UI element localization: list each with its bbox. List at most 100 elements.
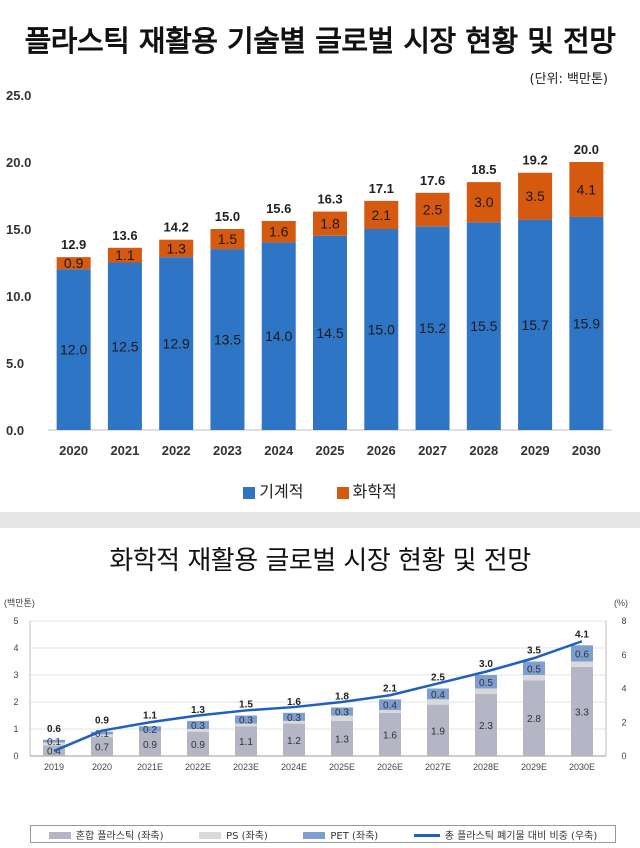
data-label-chemical: 2.5 — [423, 202, 443, 218]
data-label-mechanical: 13.5 — [214, 332, 241, 348]
bar-mixed-plastic — [571, 666, 593, 756]
total-label: 4.1 — [575, 629, 589, 640]
bar-chemical — [466, 182, 501, 223]
legend-item-mixed: 혼합 플라스틱 (좌축) — [48, 827, 164, 842]
bar-mechanical — [466, 222, 501, 430]
bar-mechanical — [415, 226, 450, 430]
total-label: 0.6 — [47, 724, 61, 735]
data-label-chemical: 2.1 — [372, 207, 392, 223]
x-tick-label: 2023E — [233, 762, 259, 772]
data-label-pet: 0.3 — [335, 707, 349, 718]
bar-mixed-plastic — [523, 680, 545, 756]
data-label-mixed: 0.4 — [47, 747, 61, 758]
data-label-mechanical: 15.5 — [470, 318, 497, 334]
y-tick-label: 25.0 — [6, 88, 31, 103]
bar-mixed-plastic — [187, 731, 209, 756]
bar-pet — [91, 731, 113, 735]
total-label: 2.5 — [431, 673, 445, 684]
chart-panel-mechanical-chemical: 플라스틱 재활용 기술별 글로벌 시장 현황 및 전망 (단위: 백만톤) 0.… — [6, 24, 616, 502]
data-label-pet: 0.2 — [143, 725, 157, 736]
panel-separator — [0, 512, 640, 528]
total-label: 20.0 — [574, 142, 599, 157]
chart-unit: (단위: 백만톤) — [529, 72, 608, 87]
data-label-pet: 0.3 — [191, 721, 205, 732]
bar-ps — [43, 742, 65, 746]
bar-mixed-plastic — [475, 693, 497, 756]
data-label-pet: 0.1 — [47, 737, 61, 748]
chart-title: 플라스틱 재활용 기술별 글로벌 시장 현황 및 전망 — [24, 24, 616, 58]
data-label-mechanical: 12.0 — [60, 342, 87, 358]
legend-swatch-mechanical — [243, 486, 256, 499]
total-label: 1.3 — [191, 705, 205, 716]
data-label-mixed: 2.3 — [479, 721, 493, 732]
data-label-chemical: 1.3 — [166, 240, 186, 256]
bar-mechanical — [261, 242, 296, 430]
bar-mechanical — [56, 269, 91, 430]
x-tick-label: 2028E — [473, 762, 499, 772]
data-label-mechanical: 15.9 — [573, 315, 600, 331]
bar-ps — [283, 720, 305, 724]
legend-swatch-ps — [199, 832, 222, 839]
x-tick-label: 2019 — [44, 762, 64, 772]
bar-chemical — [210, 229, 245, 250]
y-tick-label-left: 0 — [13, 751, 18, 761]
x-tick-label: 2024 — [264, 443, 294, 458]
data-label-mixed: 1.9 — [431, 726, 445, 737]
bar-mechanical — [107, 262, 142, 430]
legend-item-mechanical: 기계적 — [243, 478, 303, 502]
x-tick-label: 2020 — [92, 762, 112, 772]
x-tick-label: 2021 — [110, 443, 139, 458]
legend-swatch-chemical — [336, 486, 349, 499]
total-label: 1.8 — [335, 691, 349, 702]
x-tick-label: 2027E — [425, 762, 451, 772]
total-label: 15.6 — [266, 201, 291, 216]
bar-mixed-plastic — [331, 720, 353, 756]
legend-label-share: 총 플라스틱 폐기물 대비 비중 (우축) — [444, 830, 598, 842]
bar-ps — [571, 661, 593, 667]
bar-chemical — [159, 239, 194, 258]
bar-chemical — [56, 257, 91, 270]
x-tick-label: 2029 — [521, 443, 550, 458]
bar-chemical — [107, 247, 142, 263]
data-label-mixed: 2.8 — [527, 714, 541, 725]
total-label: 17.1 — [369, 181, 394, 196]
data-label-pet: 0.4 — [383, 701, 397, 712]
bar-ps — [379, 710, 401, 713]
total-label: 17.6 — [420, 173, 445, 188]
x-tick-label: 2024E — [281, 762, 307, 772]
chart-panel-chemical-recycling: 화학적 재활용 글로벌 시장 현황 및 전망 (백만톤) (%) 0 1 2 3 4 5 0 2 4… — [0, 528, 640, 848]
y-axis-label-left: (백만톤) — [4, 598, 35, 608]
data-label-chemical: 3.0 — [474, 194, 494, 210]
legend-item-pet: PET (좌축) — [303, 827, 378, 842]
total-label: 18.5 — [471, 162, 496, 177]
x-tick-label: 2026E — [377, 762, 403, 772]
data-label-chemical: 0.9 — [64, 255, 84, 271]
bar-ps — [427, 699, 449, 705]
total-label: 1.1 — [143, 710, 157, 721]
data-label-pet: 0.5 — [527, 664, 541, 675]
total-label: 3.5 — [527, 646, 541, 657]
data-label-mixed: 3.3 — [575, 707, 589, 718]
total-label: 1.5 — [239, 700, 253, 711]
stacked-bar-chart-1: 0.0 5.0 10.0 15.0 20.0 25.0 12.0 0.9 12.9 2020 12.… — [6, 88, 612, 458]
y-axis-label-right: (%) — [614, 598, 628, 608]
bar-ps — [187, 729, 209, 732]
bar-pet — [235, 715, 257, 724]
data-label-mixed: 1.2 — [287, 736, 301, 747]
data-label-mechanical: 14.0 — [265, 328, 292, 344]
data-label-mixed: 1.6 — [383, 730, 397, 741]
bar-chemical — [518, 172, 553, 220]
x-tick-label: 2028 — [469, 443, 498, 458]
x-tick-label: 2022E — [185, 762, 211, 772]
x-tick-label: 2022 — [162, 443, 191, 458]
x-tick-label: 2030E — [569, 762, 595, 772]
total-label: 1.6 — [287, 697, 301, 708]
x-tick-label: 2025E — [329, 762, 355, 772]
bar-chemical — [569, 162, 604, 217]
y-tick-label-left: 2 — [13, 697, 18, 707]
data-label-pet: 0.1 — [95, 729, 109, 740]
bar-mixed-plastic — [91, 737, 113, 756]
y-tick-label-right: 0 — [621, 751, 626, 761]
data-label-mixed: 1.1 — [239, 737, 253, 748]
bar-chemical — [415, 192, 450, 227]
